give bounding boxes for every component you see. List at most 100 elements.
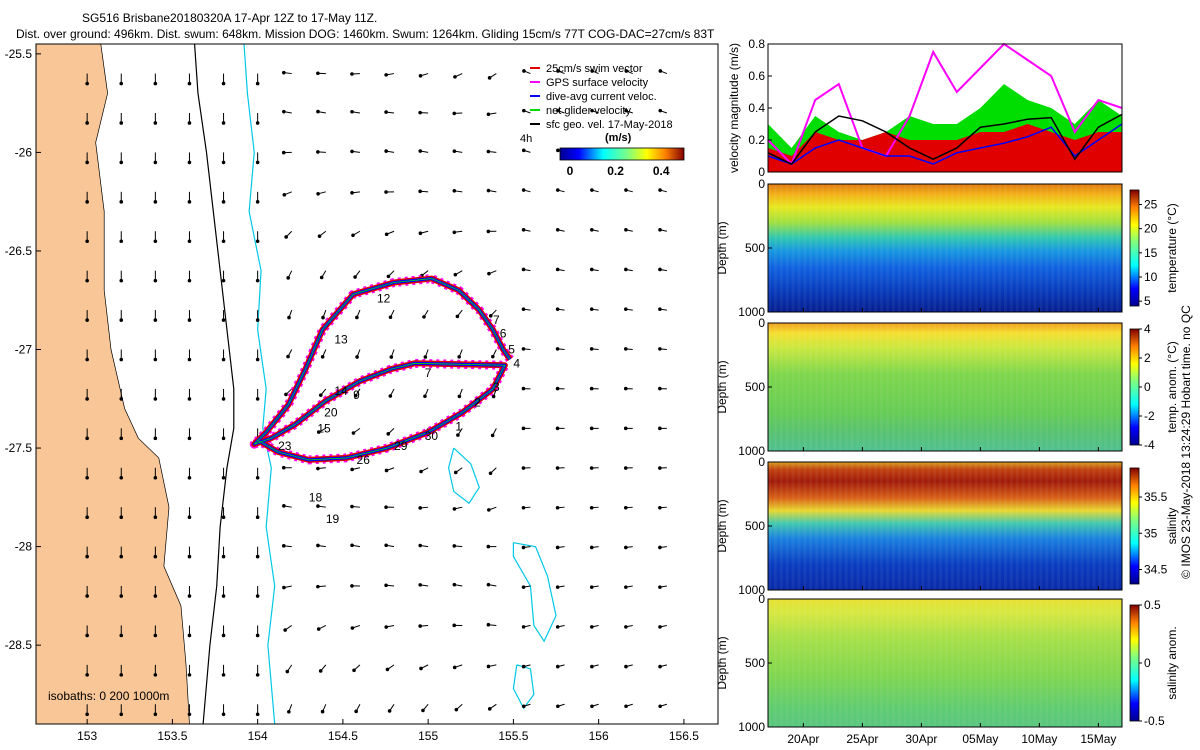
isobath-200m (193, 43, 235, 725)
geo-velocity-arrowhead (555, 466, 560, 470)
geo-velocity-arrowhead (286, 354, 290, 359)
geo-velocity-arrowhead (384, 190, 388, 194)
section-profile-stripe (998, 599, 1002, 727)
section-profile-stripe (844, 599, 848, 727)
geo-velocity-arrowhead (281, 150, 286, 155)
geo-velocity-arrowhead (623, 426, 628, 431)
section-profile-stripe (909, 599, 913, 727)
section-profile-stripe (832, 184, 836, 312)
geo-velocity-arrowhead (555, 386, 560, 391)
geo-velocity-arrowhead (658, 625, 662, 629)
section-profile-stripe (1068, 599, 1072, 727)
geo-velocity-arrowhead (388, 315, 393, 320)
geo-velocity-arrowhead (153, 81, 158, 86)
geo-velocity-arrowhead (488, 313, 493, 318)
section-profile-stripe (1116, 184, 1120, 312)
geo-velocity-arrowhead (486, 229, 491, 234)
section-profile-stripe (1068, 184, 1072, 312)
geo-velocity-arrows (85, 69, 668, 717)
geo-velocity-arrowhead (350, 149, 354, 154)
geo-velocity-arrowhead (491, 394, 496, 399)
imos-credit: © IMOS 23-May-2018 13:24:29 Hobart time.… (1179, 305, 1193, 579)
section-x-tick-label: 10May (1021, 732, 1057, 746)
section-profile-stripe (803, 599, 807, 727)
geo-velocity-arrowhead (255, 515, 260, 519)
geo-velocity-arrowhead (384, 468, 389, 473)
map-y-tick-label: -25.5 (5, 47, 33, 61)
section-profile-stripe (1027, 599, 1031, 727)
section-profile-stripe (968, 599, 972, 727)
geo-velocity-arrowhead (221, 554, 226, 559)
section-profile-stripe (897, 323, 901, 451)
section-profile-stripe (921, 184, 925, 312)
section-profile-stripe (1015, 462, 1019, 590)
section-profile-stripe (998, 184, 1002, 312)
section-profile-stripe (945, 462, 948, 590)
geo-velocity-arrowhead (316, 584, 320, 589)
section-profile-stripe (827, 599, 830, 727)
section-profile-stripe (986, 323, 990, 451)
section-x-tick-label: 25Apr (846, 732, 878, 746)
geo-velocity-arrowhead (589, 545, 594, 550)
geo-velocity-arrowhead (589, 347, 594, 351)
geo-velocity-arrowhead (623, 466, 628, 470)
geo-velocity-arrowhead (521, 267, 526, 272)
section-profile-stripe (791, 599, 795, 727)
geo-velocity-arrowhead (487, 707, 492, 711)
section-profile-stripe (838, 323, 842, 451)
geo-velocity-arrowhead (658, 585, 662, 589)
colorbar-unit-label: (m/s) (605, 132, 632, 144)
velocity-series-area (768, 124, 1122, 172)
track-day-label: 5 (508, 343, 515, 357)
geo-velocity-arrowhead (255, 81, 260, 86)
geo-velocity-arrowhead (316, 192, 320, 196)
section-profile-stripe (874, 323, 878, 451)
geo-velocity-arrowhead (85, 81, 89, 86)
geo-velocity-arrowhead (419, 469, 423, 474)
track-day-label: 29 (394, 439, 408, 453)
section-profile-stripe (1009, 184, 1013, 312)
velocity-y-tick-label: 0.2 (748, 133, 765, 147)
track-day-label: 18 (309, 490, 323, 504)
section-profile-stripe (915, 323, 919, 451)
section-profile-stripe (921, 599, 925, 727)
geo-velocity-arrowhead (418, 189, 422, 194)
section-profile-stripe (797, 323, 801, 451)
geo-velocity-arrowhead (255, 594, 260, 598)
geo-velocity-arrowhead (418, 583, 423, 587)
geo-velocity-arrowhead (521, 545, 526, 550)
geo-velocity-arrowhead (85, 160, 89, 165)
section-y-tick-label: 0 (758, 592, 765, 606)
geo-velocity-arrowhead (589, 386, 594, 391)
geo-velocity-arrowhead (624, 585, 628, 589)
geo-velocity-arrowhead (85, 318, 89, 322)
geo-velocity-arrowhead (555, 347, 560, 351)
geo-velocity-arrowhead (221, 475, 226, 480)
geo-velocity-arrowhead (658, 227, 662, 232)
section-profile-stripe (874, 184, 878, 312)
geo-velocity-arrowhead (384, 110, 388, 114)
section-profile-stripe (1027, 462, 1031, 590)
section-profile-stripe (1116, 599, 1120, 727)
velocity-series-line (767, 123, 1123, 165)
section-profile-stripe (933, 323, 937, 451)
geo-velocity-arrowhead (658, 108, 663, 113)
geo-velocity-arrowhead (318, 393, 323, 397)
colorbar-tick-label: -4 (1144, 438, 1155, 452)
section-profile-stripe (850, 323, 854, 451)
section-y-tick-label: 500 (745, 380, 765, 394)
geo-velocity-arrowhead (221, 594, 226, 598)
geo-velocity-arrowhead (221, 436, 226, 441)
colorbar-tick-label: 35 (1144, 526, 1158, 540)
section-profile-stripe (1045, 462, 1049, 590)
geo-velocity-arrowhead (316, 150, 320, 154)
track-day-label: 12 (377, 291, 391, 305)
geo-velocity-arrowhead (187, 633, 192, 638)
geo-velocity-arrowhead (287, 315, 291, 320)
geo-velocity-arrowhead (285, 669, 290, 674)
geo-velocity-arrowhead (555, 188, 560, 192)
section-profile-stripe (1009, 599, 1013, 727)
section-profile-stripe (886, 462, 889, 590)
section-x-tick-label: 15May (1080, 732, 1116, 746)
section-profile-stripe (1045, 599, 1049, 727)
